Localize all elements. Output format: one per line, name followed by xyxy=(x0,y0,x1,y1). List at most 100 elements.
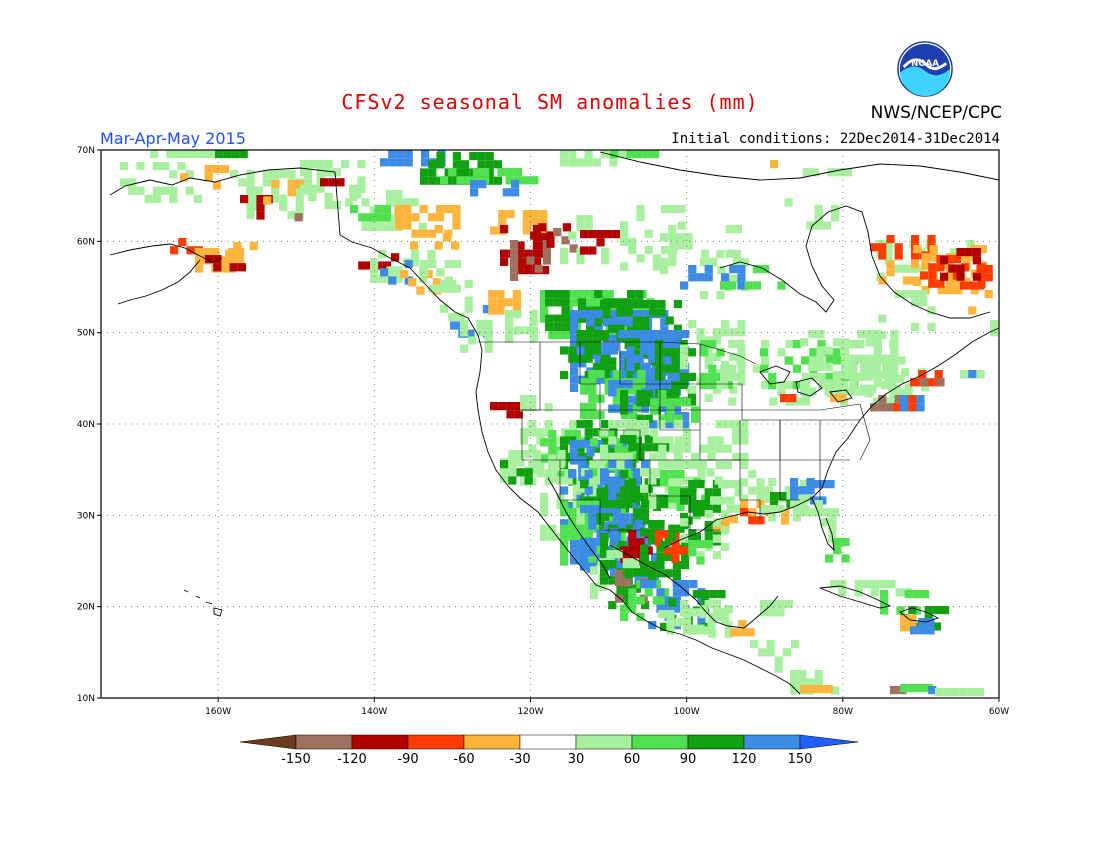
anomaly-cell xyxy=(592,338,601,347)
anomaly-cell xyxy=(660,266,669,275)
anomaly-cell xyxy=(790,478,799,487)
anomaly-cell xyxy=(581,290,590,299)
anomaly-cell xyxy=(761,356,770,365)
anomaly-cell xyxy=(681,580,690,589)
anomaly-cell xyxy=(732,258,741,267)
anomaly-cell xyxy=(120,162,129,171)
anomaly-cell xyxy=(568,150,577,159)
anomaly-cell xyxy=(680,352,689,361)
anomaly-cell xyxy=(526,256,535,265)
anomaly-cell xyxy=(962,253,971,262)
anomaly-cell xyxy=(886,260,895,269)
anomaly-cell xyxy=(740,494,749,503)
anomaly-cell xyxy=(732,452,741,461)
anomaly-cell xyxy=(768,513,777,522)
state-borders xyxy=(478,341,871,531)
anomaly-cell xyxy=(601,436,610,445)
anomaly-cell xyxy=(768,372,777,381)
anomaly-cell xyxy=(128,178,137,187)
anomaly-cell xyxy=(926,378,935,387)
anomaly-cell xyxy=(572,508,581,517)
anomaly-cell xyxy=(539,210,548,219)
anomaly-cell xyxy=(614,446,623,455)
anomaly-cell xyxy=(681,561,690,570)
anomaly-cell xyxy=(886,235,895,244)
colorbar-label: 60 xyxy=(624,752,641,767)
anomaly-cell xyxy=(679,546,688,555)
anomaly-cell xyxy=(800,685,809,694)
anomaly-cell xyxy=(658,390,667,399)
anomaly-cell xyxy=(516,241,525,250)
colorbar-swatch xyxy=(743,734,801,750)
anomaly-cell xyxy=(620,612,629,621)
anomaly-cell xyxy=(864,372,873,381)
anomaly-cell xyxy=(668,249,677,258)
anomaly-cell xyxy=(541,233,550,242)
anomaly-cell xyxy=(464,304,473,313)
anomaly-cell xyxy=(388,276,397,285)
anomaly-cell xyxy=(357,184,366,193)
anomaly-cell xyxy=(750,640,759,649)
anomaly-cell xyxy=(361,222,370,231)
anomaly-cell xyxy=(166,150,175,159)
anomaly-cell xyxy=(324,201,333,210)
anomaly-cell xyxy=(594,375,603,384)
anomaly-cell xyxy=(681,552,690,561)
anomaly-cell xyxy=(919,290,928,299)
anomaly-cell xyxy=(522,226,531,235)
anomaly-cell xyxy=(712,328,721,337)
anomaly-cell xyxy=(622,446,631,455)
anomaly-cell xyxy=(592,500,601,509)
anomaly-cell xyxy=(814,213,823,222)
anomaly-cell xyxy=(553,290,562,299)
anomaly-cell xyxy=(279,170,288,179)
anomaly-cell xyxy=(636,398,645,407)
anomaly-cell xyxy=(520,436,529,445)
anomaly-cell xyxy=(542,256,551,265)
anomaly-cell xyxy=(687,397,696,406)
anomaly-cell xyxy=(590,438,599,447)
anomaly-cell xyxy=(777,389,786,398)
anomaly-cell xyxy=(528,428,537,437)
anomaly-cell xyxy=(204,165,213,174)
anomaly-cell xyxy=(926,626,935,635)
anomaly-cell xyxy=(572,290,581,299)
anomaly-cell xyxy=(580,562,589,571)
anomaly-cell xyxy=(505,168,514,177)
anomaly-cell xyxy=(540,532,549,541)
anomaly-cell xyxy=(420,176,429,185)
anomaly-cell xyxy=(380,268,389,277)
anomaly-cell xyxy=(395,221,404,230)
anomaly-cell xyxy=(594,310,603,319)
anomaly-cell xyxy=(606,430,615,439)
anomaly-cell xyxy=(725,249,734,258)
anomaly-cell xyxy=(506,410,515,419)
anomaly-cell xyxy=(640,561,649,570)
anomaly-cell xyxy=(605,290,614,299)
anomaly-cell xyxy=(717,590,726,599)
anomaly-cell xyxy=(951,688,960,697)
anomaly-cell xyxy=(596,238,605,247)
anomaly-cell xyxy=(832,379,841,388)
anomaly-cell xyxy=(548,532,557,541)
anomaly-cell xyxy=(561,290,570,299)
anomaly-cell xyxy=(586,448,595,457)
anomaly-cell xyxy=(560,524,569,533)
anomaly-cell xyxy=(386,266,395,275)
anomaly-cell xyxy=(716,613,725,622)
anomaly-cell xyxy=(652,254,661,263)
anomaly-cell xyxy=(682,610,691,619)
anomaly-cell xyxy=(889,397,898,406)
anomaly-cell xyxy=(946,286,955,295)
anomaly-cell xyxy=(724,381,733,390)
anomaly-cell xyxy=(636,254,645,263)
anomaly-cell xyxy=(233,242,242,251)
anomaly-cell xyxy=(641,300,650,309)
anomaly-cell xyxy=(641,516,650,525)
anomaly-cell xyxy=(878,331,887,340)
anomaly-cell xyxy=(766,648,775,657)
anomaly-cell xyxy=(601,150,610,159)
anomaly-cell xyxy=(532,225,541,234)
anomaly-cell xyxy=(570,456,579,465)
anomaly-cell xyxy=(600,541,609,550)
